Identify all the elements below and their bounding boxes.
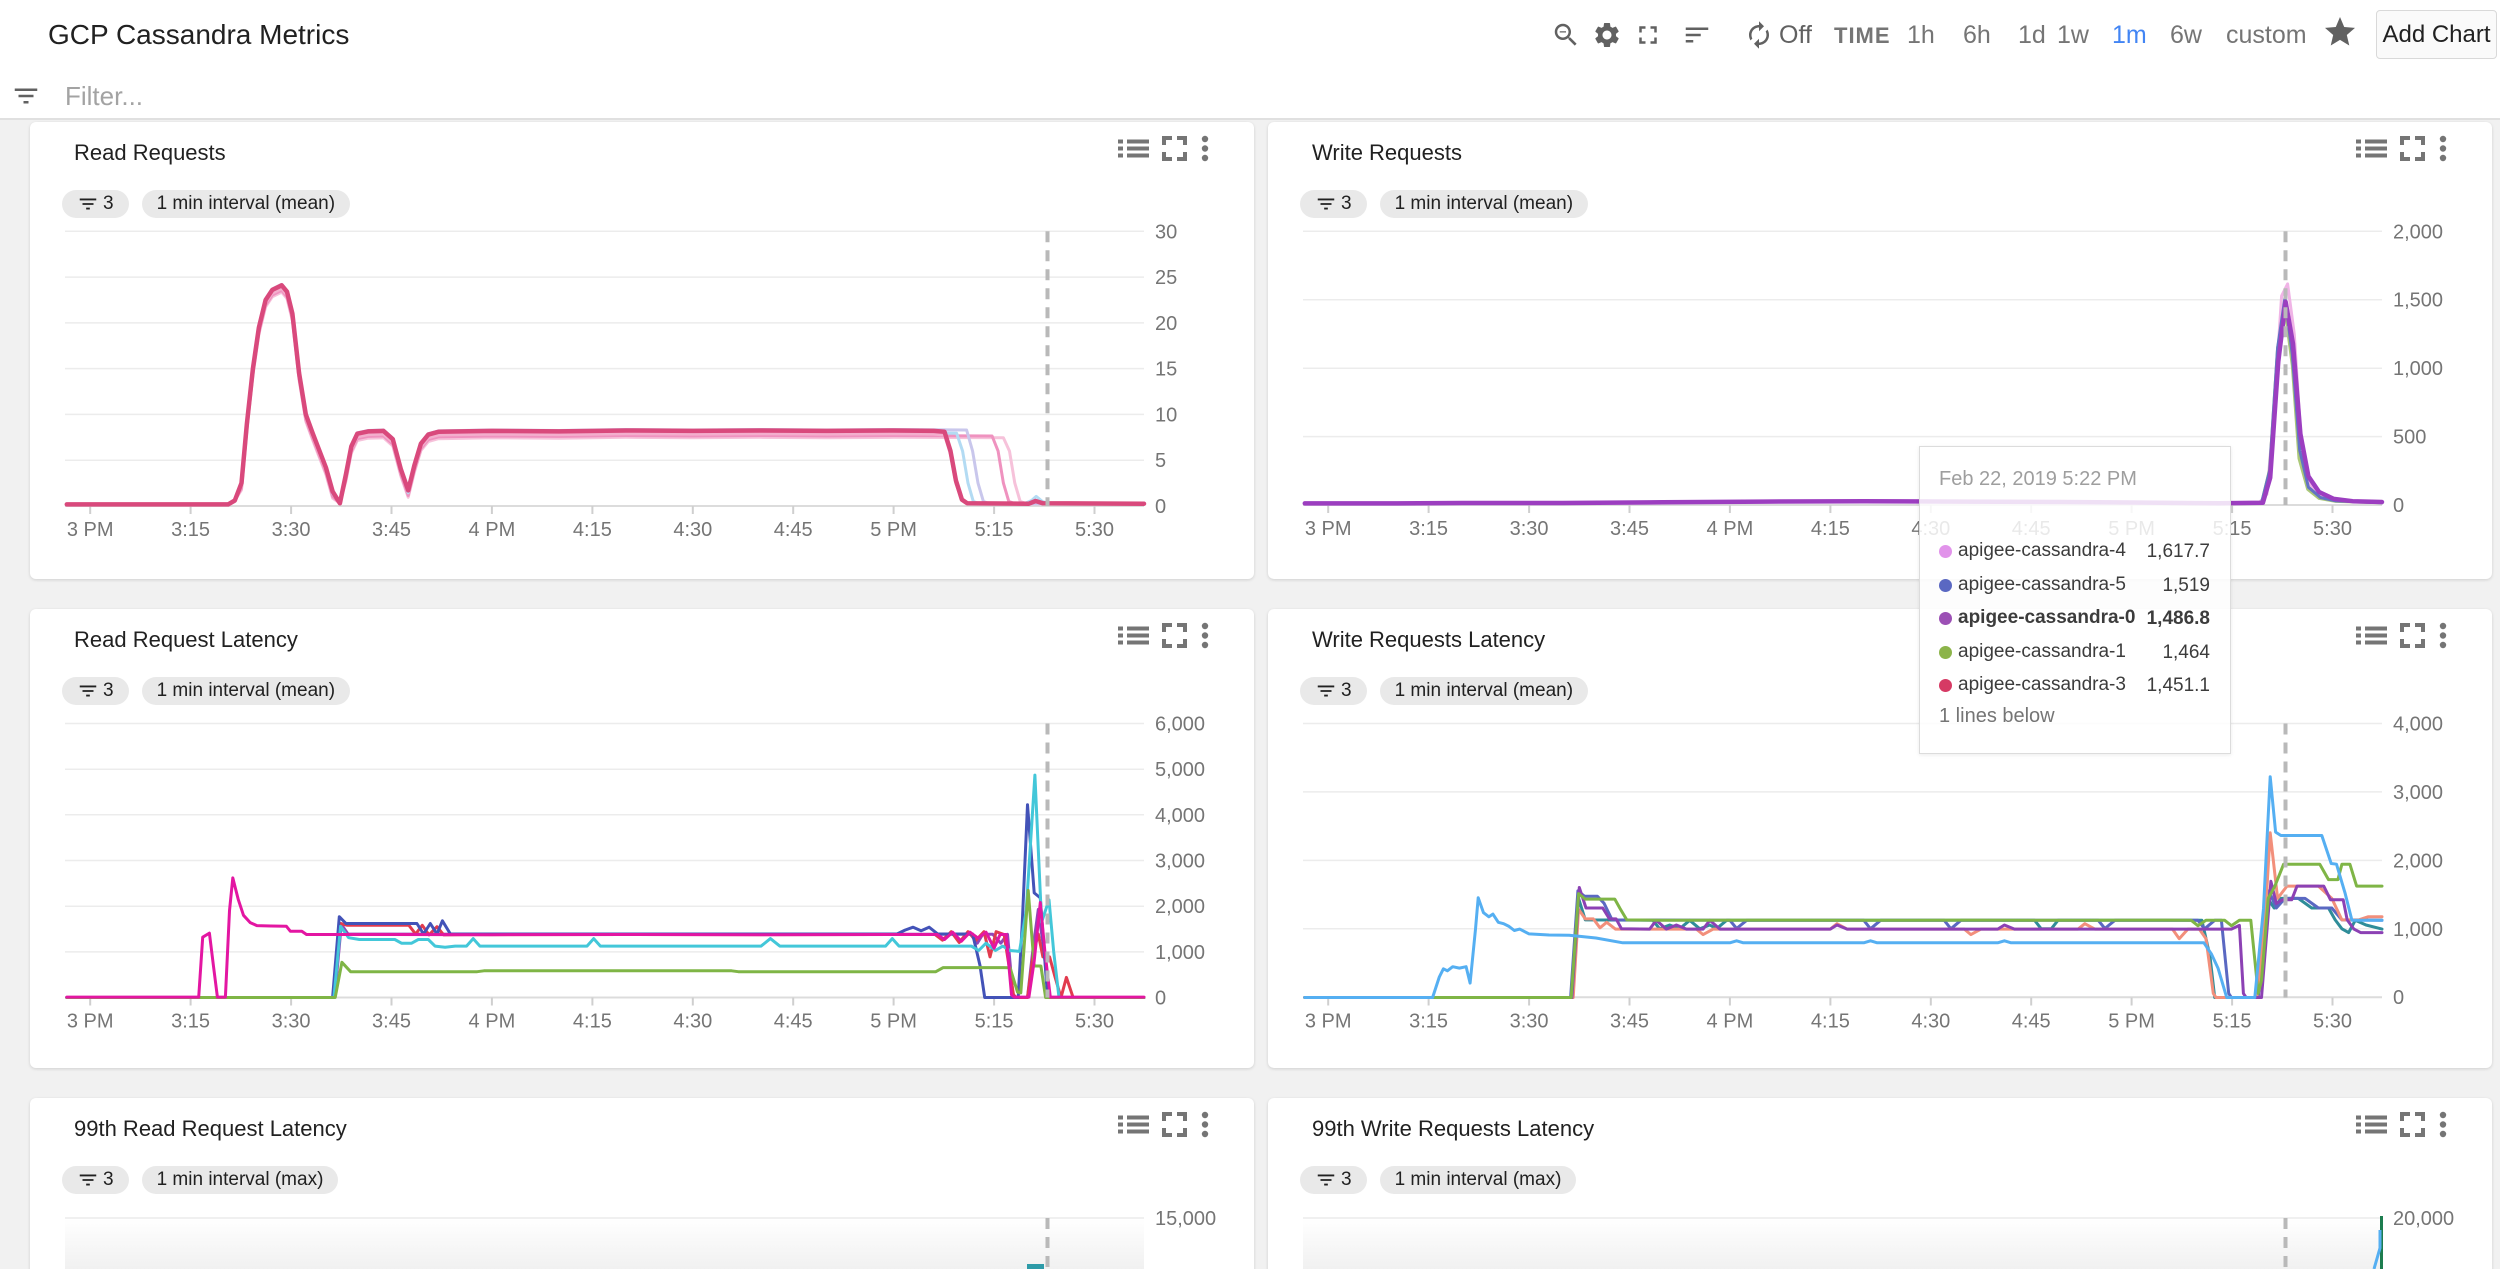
svg-text:4:30: 4:30 [673, 519, 712, 541]
svg-text:3 PM: 3 PM [1305, 518, 1352, 540]
svg-text:30: 30 [1155, 221, 1177, 243]
svg-text:4 PM: 4 PM [469, 519, 516, 541]
svg-text:4:15: 4:15 [573, 519, 612, 541]
svg-text:5 PM: 5 PM [2108, 1011, 2155, 1033]
svg-text:3:45: 3:45 [1610, 518, 1649, 540]
svg-text:20,000: 20,000 [2393, 1208, 2454, 1230]
svg-text:5:30: 5:30 [2313, 518, 2352, 540]
svg-text:3 PM: 3 PM [67, 519, 114, 541]
svg-text:3 PM: 3 PM [67, 1011, 114, 1033]
svg-text:5:30: 5:30 [2313, 1011, 2352, 1033]
svg-text:4:45: 4:45 [2012, 1011, 2051, 1033]
svg-text:5:15: 5:15 [975, 519, 1014, 541]
svg-text:5:30: 5:30 [1075, 519, 1114, 541]
svg-text:2,000: 2,000 [2393, 850, 2443, 872]
svg-text:0: 0 [1155, 496, 1166, 518]
svg-text:3:45: 3:45 [372, 1011, 411, 1033]
svg-text:4:15: 4:15 [573, 1011, 612, 1033]
svg-text:2,000: 2,000 [2393, 221, 2443, 243]
svg-text:3:15: 3:15 [171, 1011, 210, 1033]
svg-text:5:30: 5:30 [1075, 1011, 1114, 1033]
svg-text:5 PM: 5 PM [870, 1011, 917, 1033]
svg-text:4:30: 4:30 [673, 1011, 712, 1033]
svg-text:500: 500 [2393, 427, 2426, 449]
svg-text:20: 20 [1155, 313, 1177, 335]
svg-text:3:15: 3:15 [1409, 1011, 1448, 1033]
svg-text:4:45: 4:45 [774, 519, 813, 541]
svg-text:5:15: 5:15 [2213, 1011, 2252, 1033]
svg-text:4:30: 4:30 [1911, 1011, 1950, 1033]
svg-text:3:15: 3:15 [171, 519, 210, 541]
svg-text:3:30: 3:30 [272, 1011, 311, 1033]
svg-text:1,000: 1,000 [2393, 919, 2443, 941]
svg-text:3 PM: 3 PM [1305, 1011, 1352, 1033]
svg-text:1,000: 1,000 [2393, 358, 2443, 380]
svg-text:15,000: 15,000 [1155, 1208, 1216, 1230]
svg-text:4 PM: 4 PM [1707, 1011, 1754, 1033]
svg-text:3:30: 3:30 [272, 519, 311, 541]
svg-text:5 PM: 5 PM [870, 519, 917, 541]
svg-text:15: 15 [1155, 359, 1177, 381]
svg-text:4 PM: 4 PM [1707, 518, 1754, 540]
svg-text:4:15: 4:15 [1811, 1011, 1850, 1033]
svg-text:1,500: 1,500 [2393, 290, 2443, 312]
svg-text:3:15: 3:15 [1409, 518, 1448, 540]
svg-text:4,000: 4,000 [1155, 805, 1205, 827]
svg-text:3:45: 3:45 [372, 519, 411, 541]
svg-text:0: 0 [2393, 495, 2404, 517]
svg-text:25: 25 [1155, 267, 1177, 289]
svg-text:3,000: 3,000 [1155, 851, 1205, 873]
svg-text:6,000: 6,000 [1155, 714, 1205, 736]
svg-text:5: 5 [1155, 450, 1166, 472]
svg-text:1,000: 1,000 [1155, 942, 1205, 964]
svg-text:0: 0 [1155, 988, 1166, 1010]
svg-text:3:45: 3:45 [1610, 1011, 1649, 1033]
svg-text:4:45: 4:45 [774, 1011, 813, 1033]
svg-text:3,000: 3,000 [2393, 782, 2443, 804]
svg-text:5:15: 5:15 [975, 1011, 1014, 1033]
svg-text:4 PM: 4 PM [469, 1011, 516, 1033]
svg-text:4:15: 4:15 [1811, 518, 1850, 540]
svg-text:5,000: 5,000 [1155, 759, 1205, 781]
svg-text:3:30: 3:30 [1510, 1011, 1549, 1033]
svg-text:3:30: 3:30 [1510, 518, 1549, 540]
svg-text:4,000: 4,000 [2393, 714, 2443, 736]
svg-text:0: 0 [2393, 987, 2404, 1009]
svg-text:2,000: 2,000 [1155, 896, 1205, 918]
svg-text:10: 10 [1155, 404, 1177, 426]
